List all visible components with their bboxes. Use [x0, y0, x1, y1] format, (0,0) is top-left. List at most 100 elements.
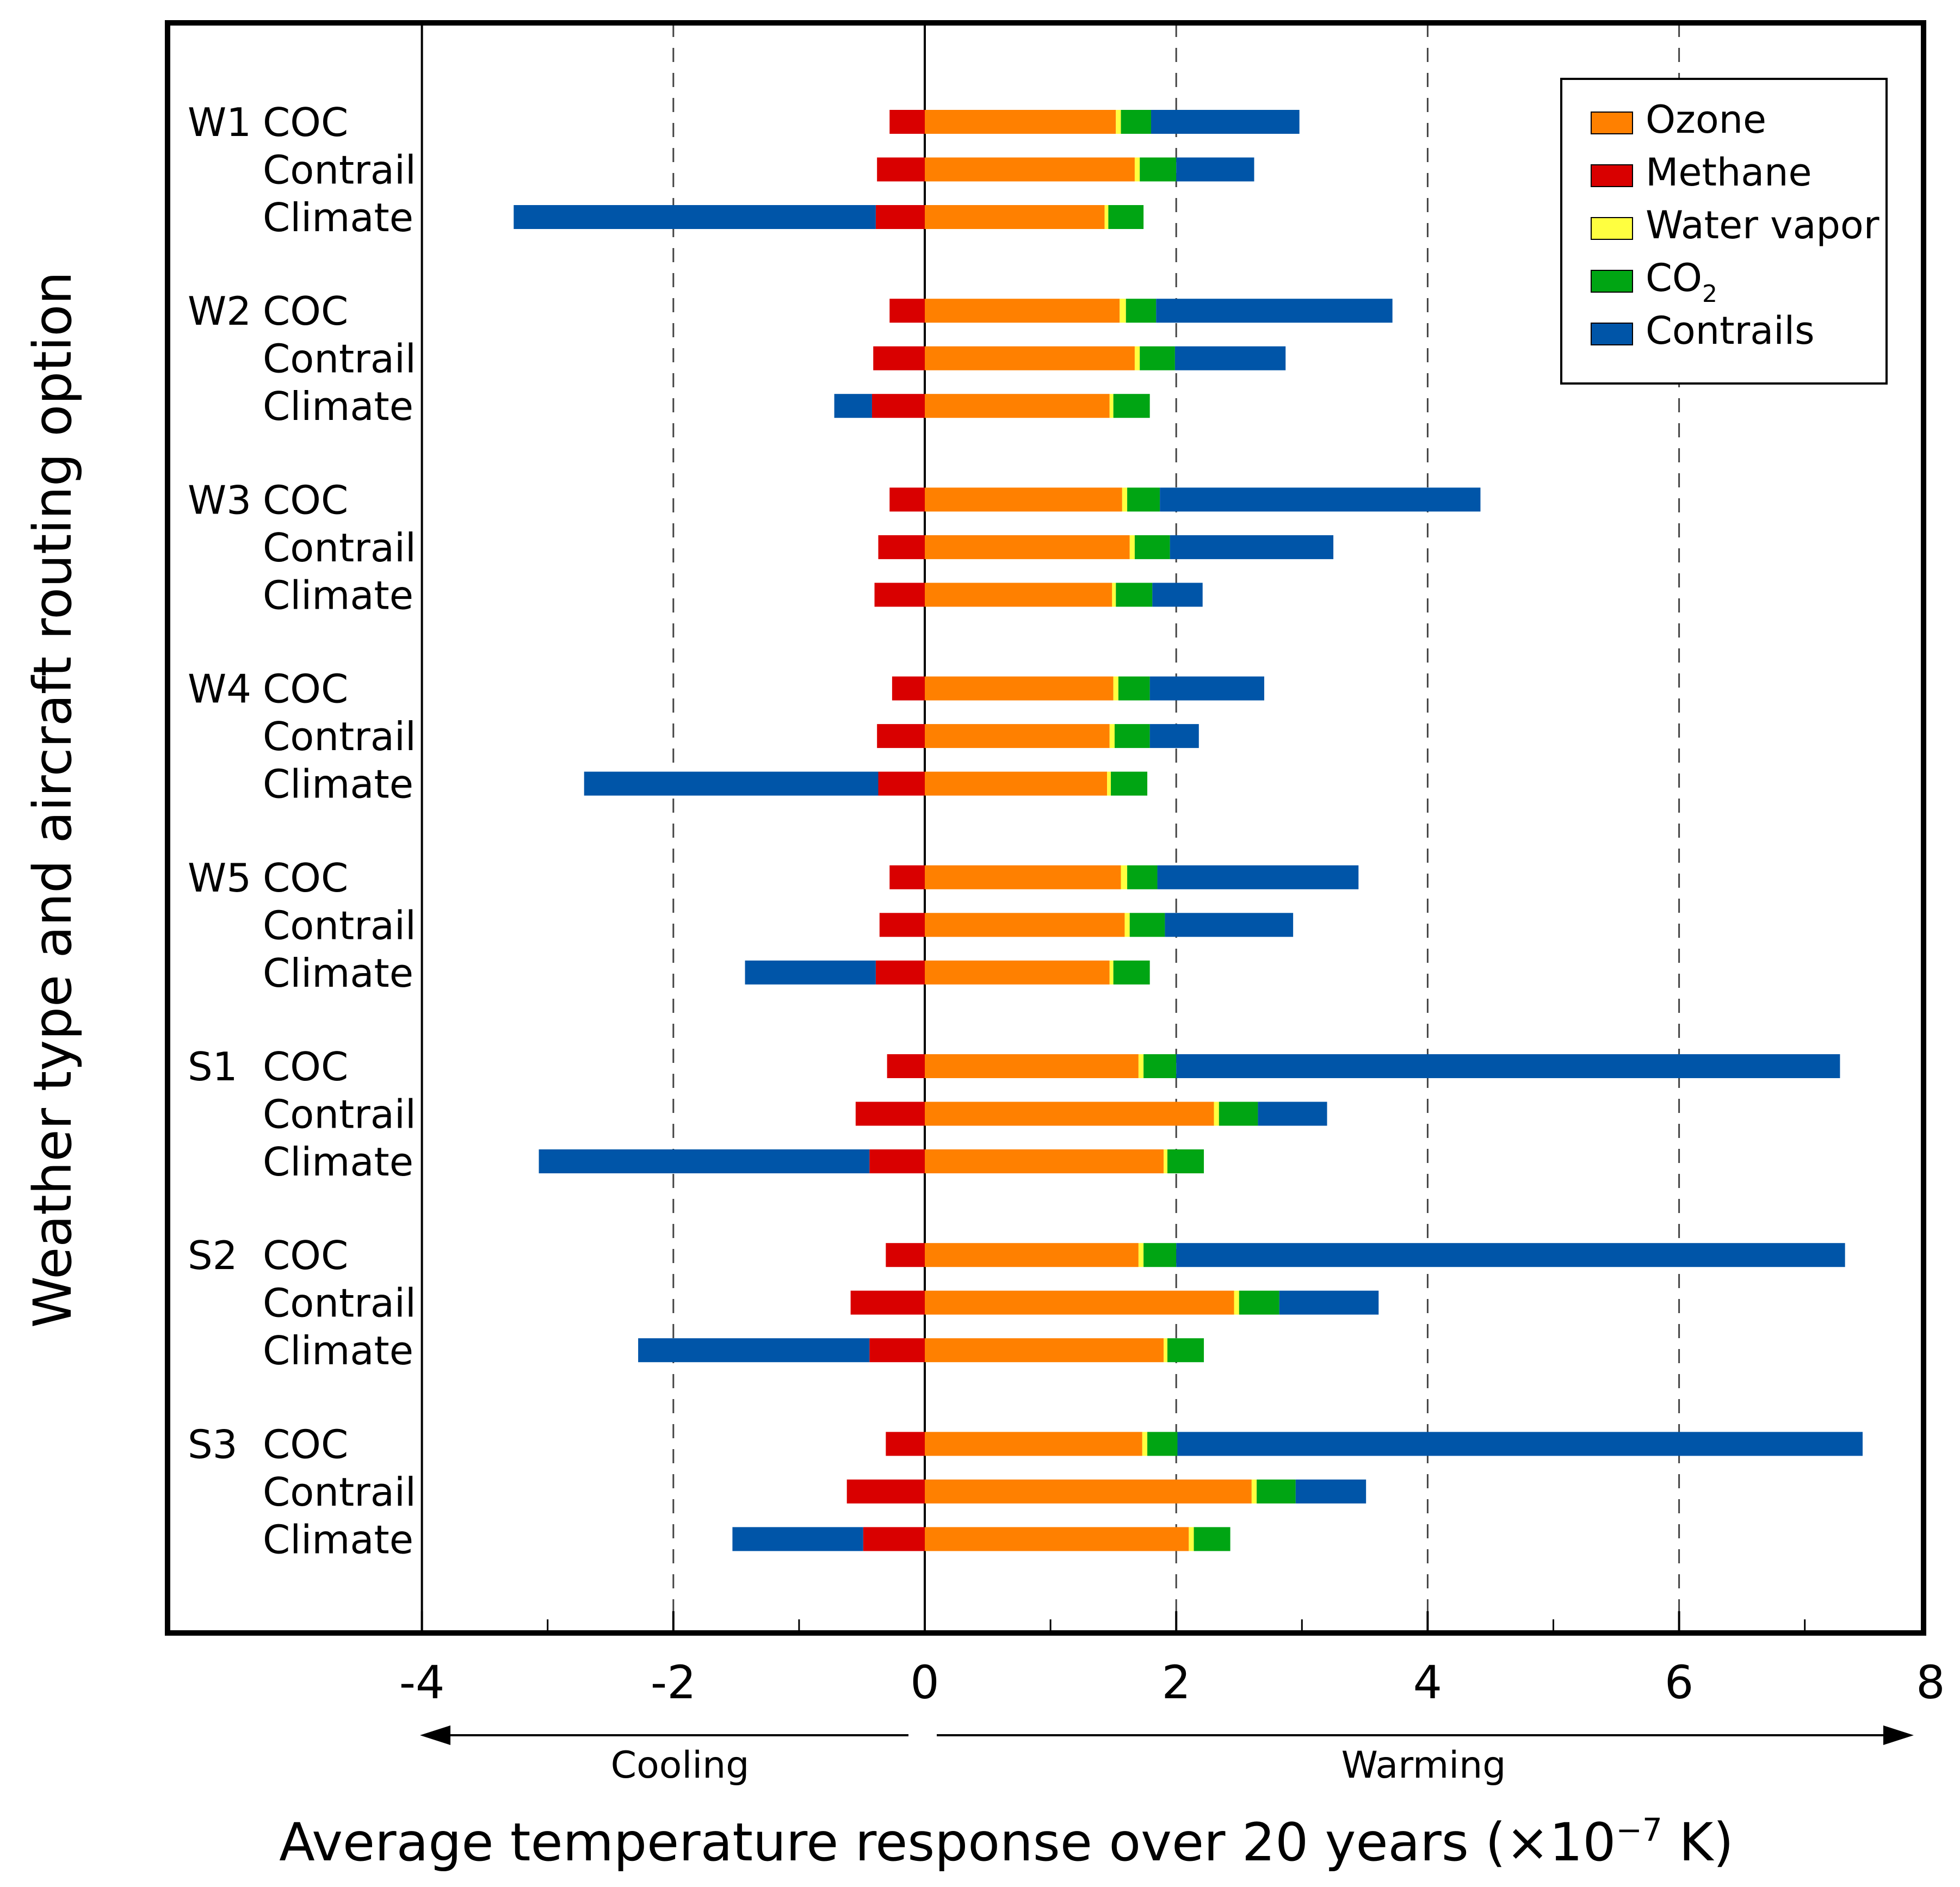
legend-label-text: Ozone	[1646, 97, 1766, 142]
bar-row-w2-climate	[834, 394, 1150, 418]
cooling-label: Cooling	[611, 1744, 750, 1787]
tick-label: 8	[1916, 1656, 1945, 1709]
bar-row-s2-contrail	[850, 1290, 1379, 1315]
bar-segment-co2	[1129, 913, 1165, 937]
bar-segment-water-vapor	[1121, 865, 1128, 889]
direction-indicators: Cooling Warming	[420, 1725, 1914, 1787]
row-label-climate: Climate	[263, 950, 413, 996]
bar-segment-water-vapor	[1120, 299, 1126, 323]
bar-segment-co2	[1167, 1149, 1204, 1173]
bar-row-w4-coc	[892, 676, 1264, 701]
row-label-coc: COC	[263, 1421, 348, 1467]
legend-label: Methane	[1646, 150, 1812, 195]
row-label-coc: COC	[263, 477, 348, 523]
bar-row-w1-climate	[514, 205, 1144, 229]
bar-row-w5-coc	[889, 865, 1359, 889]
row-label-contrail: Contrail	[263, 336, 416, 382]
bar-segment-ozone	[925, 1243, 1139, 1267]
bar-row-s1-coc	[887, 1054, 1840, 1078]
bar-segment-contrails	[1165, 913, 1294, 937]
bar-segment-methane	[886, 1432, 925, 1456]
bar-segment-co2	[1134, 535, 1170, 559]
legend-label-subscript: 2	[1702, 280, 1717, 308]
legend-item-water-vapor: Water vapor	[1591, 203, 1879, 248]
x-axis-title-prefix: Average temperature response over 20 yea…	[279, 1812, 1506, 1873]
bar-segment-contrails	[1170, 535, 1334, 559]
legend-swatch	[1591, 217, 1633, 240]
bars-layer	[514, 110, 1863, 1551]
legend-label: Contrails	[1646, 308, 1815, 353]
bar-segment-ozone	[925, 1054, 1139, 1078]
group-label-w5: W5	[188, 855, 251, 901]
bar-segment-ozone	[925, 865, 1121, 889]
bar-segment-methane	[889, 865, 925, 889]
bar-segment-contrails	[1157, 865, 1359, 889]
legend-swatch	[1591, 270, 1633, 293]
bar-segment-contrails	[514, 205, 876, 229]
bar-segment-contrails	[539, 1149, 870, 1173]
bar-row-w3-climate	[874, 583, 1203, 607]
row-label-contrail: Contrail	[263, 714, 416, 759]
bar-segment-methane	[869, 1338, 925, 1363]
bar-row-w4-climate	[584, 771, 1148, 796]
tick-label: -2	[651, 1656, 696, 1709]
row-label-contrail: Contrail	[263, 147, 416, 193]
bar-segment-water-vapor	[1164, 1149, 1168, 1173]
row-label-climate: Climate	[263, 195, 413, 240]
bar-segment-water-vapor	[1107, 771, 1111, 796]
bar-segment-ozone	[925, 205, 1105, 229]
bar-segment-contrails	[1176, 1243, 1845, 1267]
bar-segment-co2	[1257, 1479, 1296, 1504]
row-label-climate: Climate	[263, 762, 413, 807]
bar-segment-methane	[887, 1054, 925, 1078]
bar-row-s1-climate	[539, 1149, 1204, 1173]
bar-row-w1-contrail	[877, 157, 1254, 182]
bar-segment-ozone	[925, 960, 1110, 985]
row-label-climate: Climate	[263, 1328, 413, 1374]
bar-segment-co2	[1140, 346, 1175, 370]
bar-segment-ozone	[925, 487, 1122, 512]
y-axis-title: Weather type and aircraft routing option	[22, 271, 83, 1328]
bar-segment-water-vapor	[1124, 913, 1130, 937]
bar-segment-methane	[889, 487, 925, 512]
group-label-w2: W2	[188, 288, 251, 334]
bar-row-s1-contrail	[855, 1102, 1327, 1126]
bar-segment-water-vapor	[1234, 1290, 1239, 1315]
row-label-contrail: Contrail	[263, 902, 416, 948]
bar-segment-ozone	[925, 1338, 1164, 1363]
bar-segment-contrails	[732, 1527, 863, 1551]
x-axis-title-base: 10	[1549, 1812, 1616, 1873]
bar-segment-contrails	[1176, 1054, 1840, 1078]
bar-row-s3-contrail	[846, 1479, 1367, 1504]
bar-segment-co2	[1127, 865, 1158, 889]
bar-segment-co2	[1113, 960, 1150, 985]
x-axis: -4 -2 0 2 4 6 8	[399, 1611, 1945, 1709]
bar-segment-co2	[1126, 299, 1157, 323]
bar-segment-methane	[875, 960, 925, 985]
grid-layer	[421, 23, 1680, 1633]
bar-segment-ozone	[925, 535, 1130, 559]
bar-segment-water-vapor	[1129, 535, 1135, 559]
bar-segment-methane	[879, 913, 925, 937]
bar-segment-ozone	[925, 394, 1110, 418]
bar-segment-water-vapor	[1109, 724, 1115, 748]
row-label-climate: Climate	[263, 1139, 413, 1185]
plot-frame	[165, 20, 1926, 1636]
bar-segment-methane	[889, 299, 925, 323]
group-label-w1: W1	[188, 100, 251, 145]
bar-segment-methane	[873, 346, 925, 370]
bar-segment-methane	[869, 1149, 925, 1173]
legend-swatch	[1591, 164, 1633, 187]
bar-segment-co2	[1114, 724, 1150, 748]
bar-segment-water-vapor	[1113, 676, 1118, 701]
row-label-contrail: Contrail	[263, 1280, 416, 1326]
legend-label-text: CO	[1646, 256, 1702, 300]
bar-segment-contrails	[1295, 1479, 1367, 1504]
bar-segment-water-vapor	[1134, 157, 1140, 182]
bar-segment-contrails	[1156, 299, 1393, 323]
bar-segment-ozone	[925, 1149, 1164, 1173]
bar-segment-contrails	[1149, 724, 1199, 748]
bar-segment-water-vapor	[1138, 1243, 1144, 1267]
